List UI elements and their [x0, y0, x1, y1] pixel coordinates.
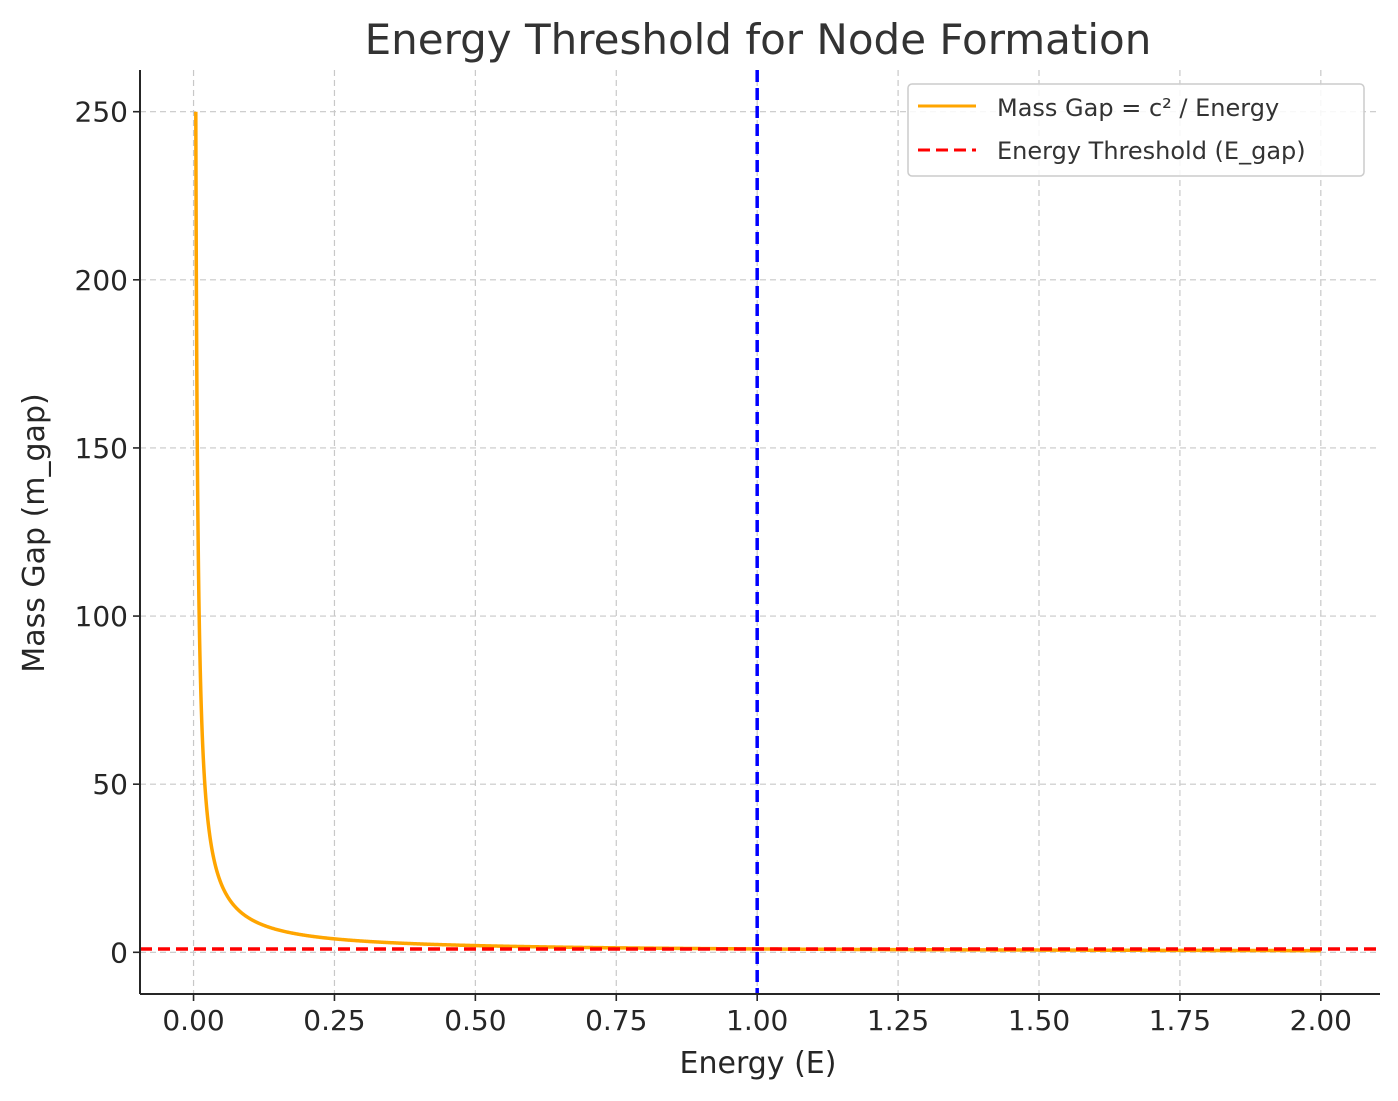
x-tick-label: 1.50 [1008, 1004, 1070, 1037]
x-tick-label: 0.00 [162, 1004, 224, 1037]
axes: 0.00 0.25 0.50 0.75 1.00 1.25 1.50 1.75 2.00 0 50 1… [75, 70, 1380, 1037]
y-tick-label: 200 [75, 264, 128, 297]
x-tick-label: 0.50 [444, 1004, 506, 1037]
y-axis-label: Mass Gap (m_gap) [17, 393, 52, 672]
chart-title: Energy Threshold for Node Formation [365, 15, 1152, 64]
legend-label-mass-gap: Mass Gap = c² / Energy [997, 94, 1279, 122]
x-tick-label: 0.25 [303, 1004, 365, 1037]
x-axis-label: Energy (E) [680, 1046, 837, 1081]
y-tick-label: 250 [75, 96, 128, 129]
legend-box [907, 83, 1365, 177]
legend-label-energy-threshold: Energy Threshold (E_gap) [997, 137, 1306, 165]
y-tick-label: 150 [75, 432, 128, 465]
x-tick-label: 1.00 [726, 1004, 788, 1037]
x-tick-label: 1.75 [1149, 1004, 1211, 1037]
legend: Mass Gap = c² / Energy Energy Threshold … [907, 83, 1365, 177]
y-tick-label: 50 [92, 768, 128, 801]
grid [140, 70, 1380, 994]
x-tick-label: 2.00 [1290, 1004, 1352, 1037]
series-layer [140, 70, 1380, 994]
y-tick-label: 0 [110, 936, 128, 969]
x-tick-label: 0.75 [585, 1004, 647, 1037]
y-tick-label: 100 [75, 600, 128, 633]
series-line-mass-gap [194, 110, 1321, 953]
x-tick-label: 1.25 [867, 1004, 929, 1037]
